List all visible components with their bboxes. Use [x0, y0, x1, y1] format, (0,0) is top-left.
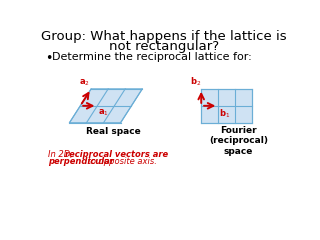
Text: Group: What happens if the lattice is: Group: What happens if the lattice is — [41, 30, 287, 43]
Text: $\mathbf{b}_1$: $\mathbf{b}_1$ — [219, 107, 230, 120]
Text: In 2D,: In 2D, — [48, 150, 75, 159]
Text: Real space: Real space — [86, 126, 141, 136]
Text: Determine the reciprocal lattice for:: Determine the reciprocal lattice for: — [52, 52, 252, 62]
Text: reciprocal vectors are: reciprocal vectors are — [65, 150, 168, 159]
Polygon shape — [69, 89, 142, 123]
Text: perpendicular: perpendicular — [48, 157, 114, 166]
Text: Fourier
(reciprocal)
space: Fourier (reciprocal) space — [209, 126, 268, 156]
Text: not rectangular?: not rectangular? — [109, 40, 219, 53]
Text: $\mathbf{a}_2$: $\mathbf{a}_2$ — [79, 78, 90, 88]
Text: $\mathbf{a}_1$: $\mathbf{a}_1$ — [98, 107, 109, 118]
Text: to opposite axis.: to opposite axis. — [85, 157, 157, 166]
Text: $\mathbf{b}_2$: $\mathbf{b}_2$ — [189, 76, 201, 88]
Text: •: • — [45, 52, 53, 65]
Polygon shape — [201, 89, 252, 123]
